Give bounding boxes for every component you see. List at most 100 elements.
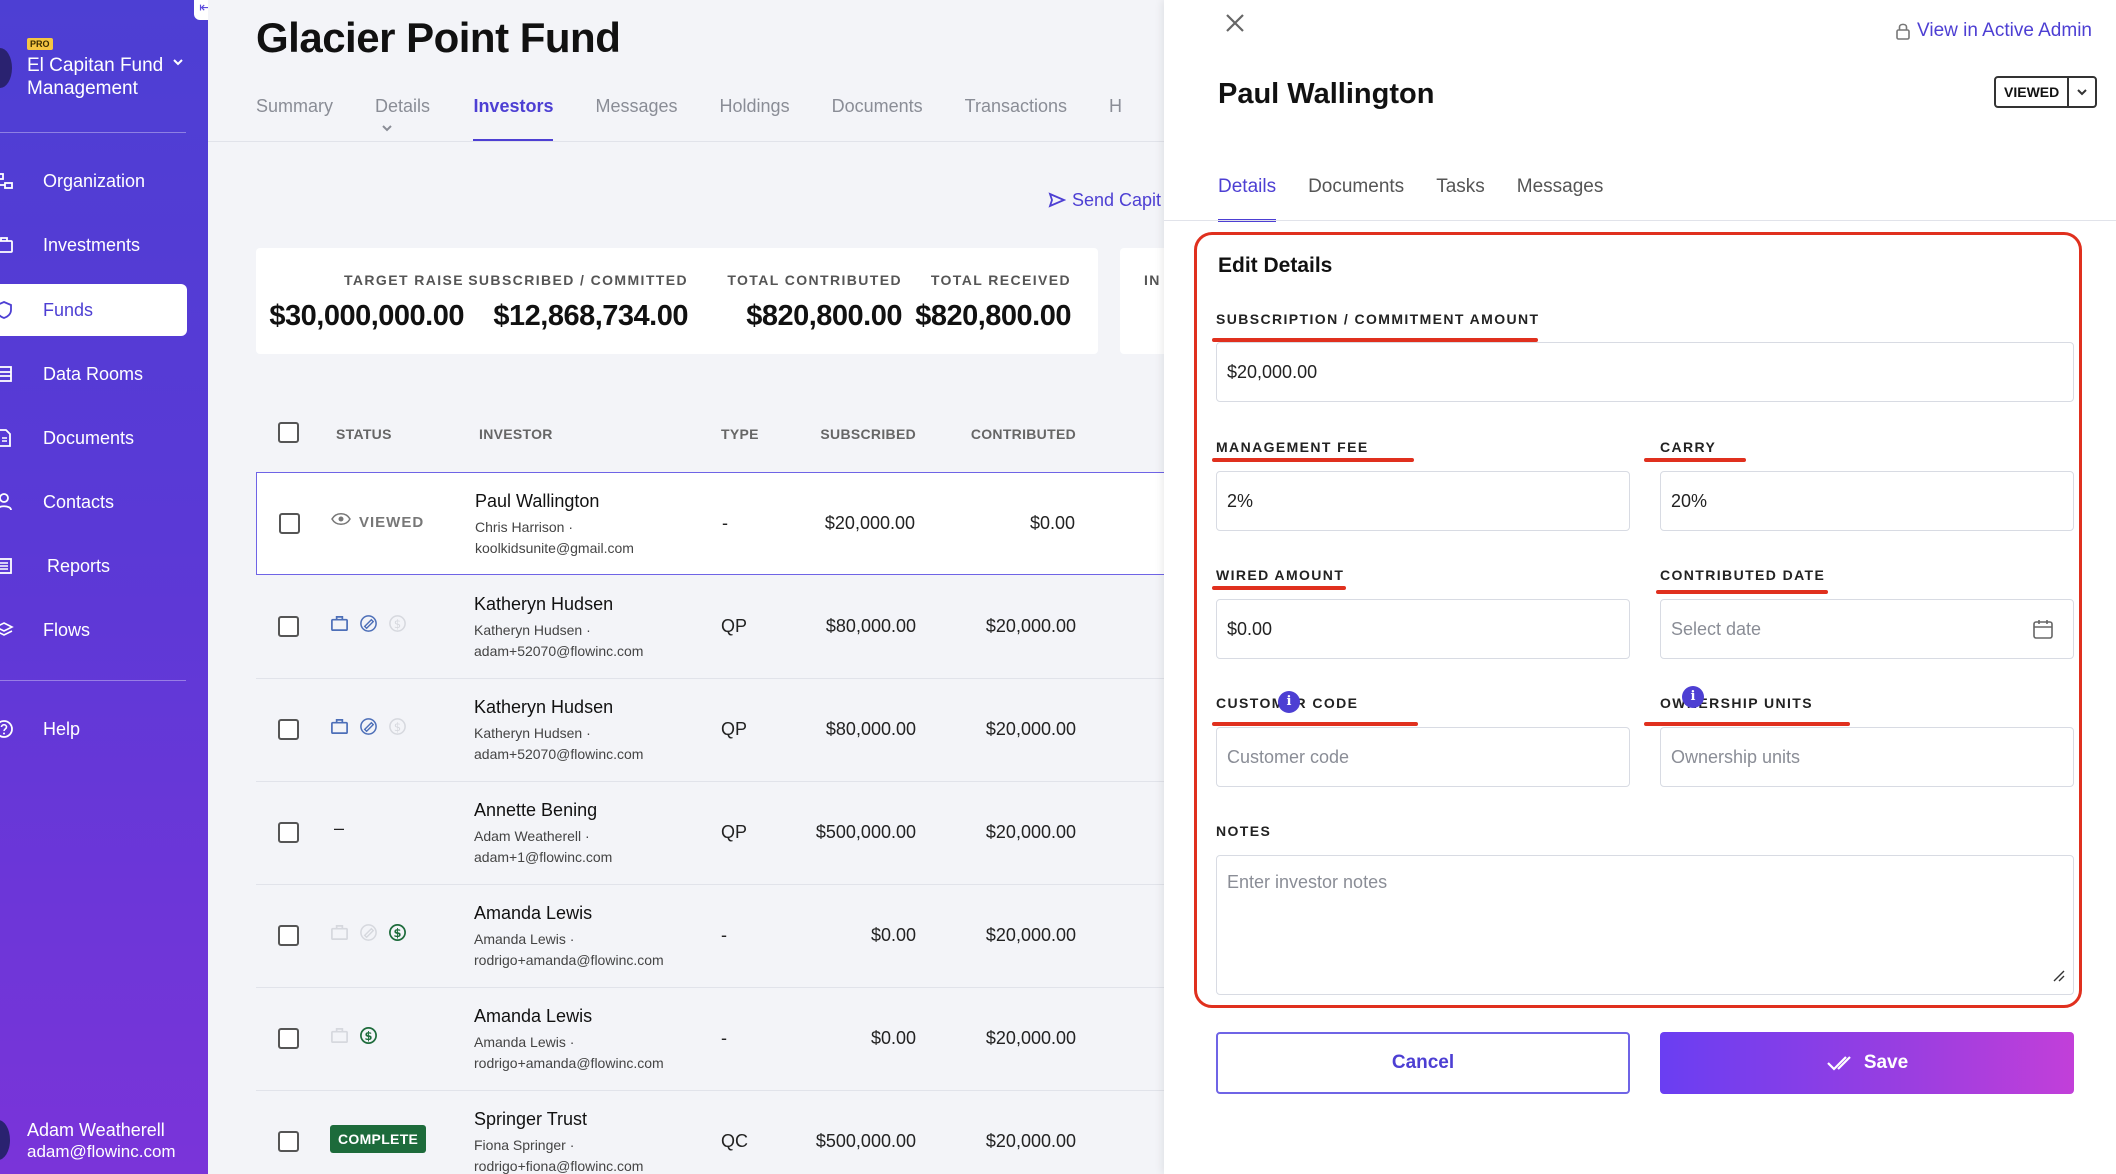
signature-icon — [360, 924, 377, 941]
cancel-button[interactable]: Cancel — [1216, 1032, 1630, 1094]
lock-icon — [1896, 23, 1910, 40]
sidebar-item-data-rooms[interactable]: Data Rooms — [0, 348, 187, 400]
send-capital-call-link[interactable]: Send Capit — [1048, 190, 1161, 211]
table-row[interactable]: COMPLETE Springer Trust Fiona Springer ·… — [256, 1091, 1164, 1174]
row-checkbox[interactable] — [278, 822, 299, 843]
sidebar-item-label: Funds — [43, 299, 94, 320]
org-switcher[interactable]: PRO El Capitan Fund Management — [0, 36, 196, 100]
info-icon[interactable]: i — [1278, 691, 1300, 713]
contact-email: rodrigo+fiona@flowinc.com — [474, 1158, 644, 1174]
investor-contact: Chris Harrison · koolkidsunite@gmail.com — [475, 517, 634, 559]
contact-email: rodrigo+amanda@flowinc.com — [474, 952, 664, 968]
tab-documents[interactable]: Documents — [831, 96, 923, 116]
close-icon[interactable] — [1220, 8, 1250, 38]
table-row[interactable]: $ Amanda Lewis Amanda Lewis · rodrigo+ama… — [256, 988, 1164, 1091]
table-row[interactable]: $ Amanda Lewis Amanda Lewis · rodrigo+ama… — [256, 885, 1164, 988]
fund-stats-card: TARGET RAISE $30,000,000.00 SUBSCRIBED /… — [256, 248, 1098, 354]
investor-name[interactable]: Amanda Lewis — [474, 1006, 593, 1026]
carry-input[interactable] — [1660, 471, 2074, 531]
investor-detail-panel: View in Active Admin Paul Wallington VIE… — [1164, 0, 2116, 1174]
customer-code-input[interactable] — [1216, 727, 1630, 787]
table-row[interactable]: VIEWED Paul Wallington Chris Harrison · k… — [256, 472, 1164, 575]
contributed-amount: $20,000.00 — [985, 1131, 1076, 1151]
label-underline — [1212, 458, 1414, 462]
stat-value: $820,800.00 — [915, 300, 1071, 332]
contact-name: Adam Weatherell · — [474, 828, 590, 844]
calendar-icon[interactable] — [2032, 618, 2054, 640]
tab-messages[interactable]: Messages — [595, 96, 678, 116]
sidebar-item-investments[interactable]: Investments — [0, 219, 187, 271]
investor-name[interactable]: Springer Trust — [474, 1109, 588, 1129]
tab-holdings[interactable]: Holdings — [719, 96, 790, 116]
table-row[interactable]: – Annette Bening Adam Weatherell · adam+1… — [256, 782, 1164, 885]
investor-name[interactable]: Katheryn Hudsen — [474, 594, 614, 614]
investor-name[interactable]: Amanda Lewis — [474, 903, 593, 923]
tab-summary[interactable]: Summary — [256, 96, 334, 116]
fund-main: Glacier Point Fund Summary Details Inves… — [208, 0, 1164, 1174]
investor-contact: Adam Weatherell · adam+1@flowinc.com — [474, 826, 612, 868]
sidebar-item-organization[interactable]: Organization — [0, 155, 187, 207]
contributed-date-picker[interactable] — [1660, 599, 2074, 659]
table-row[interactable]: $ Katheryn Hudsen Katheryn Hudsen · adam+… — [256, 679, 1164, 782]
stat-target-raise: TARGET RAISE $30,000,000.00 — [269, 272, 464, 333]
investor-contact: Fiona Springer · rodrigo+fiona@flowinc.co… — [474, 1135, 643, 1174]
investor-type: QC — [721, 1131, 748, 1151]
stat-value: $30,000,000.00 — [269, 300, 464, 332]
contact-email: adam+1@flowinc.com — [474, 849, 613, 865]
row-checkbox[interactable] — [279, 513, 300, 534]
tab-details[interactable]: Details — [1218, 176, 1277, 222]
select-all-checkbox[interactable] — [278, 422, 299, 443]
tab-investors[interactable]: Investors — [473, 96, 554, 142]
view-in-active-admin-link[interactable]: View in Active Admin — [1895, 20, 2092, 42]
info-icon[interactable]: i — [1682, 686, 1704, 708]
investor-type: QP — [721, 822, 748, 842]
tab-more[interactable]: H — [1109, 96, 1122, 116]
notes-textarea[interactable] — [1216, 855, 2074, 995]
investor-contact: Katheryn Hudsen · adam+52070@flowinc.com — [474, 620, 643, 662]
management-fee-input[interactable] — [1216, 471, 1630, 531]
save-button[interactable]: Save — [1660, 1032, 2074, 1094]
investor-name[interactable]: Paul Wallington — [475, 491, 600, 511]
investor-name[interactable]: Annette Bening — [474, 800, 598, 820]
management-fee-label: MANAGEMENT FEE — [1216, 439, 1369, 455]
status-dropdown[interactable]: VIEWED — [1994, 76, 2098, 108]
tab-transactions[interactable]: Transactions — [964, 96, 1067, 116]
sidebar-item-help[interactable]: Help — [0, 703, 187, 755]
contact-email: adam+52070@flowinc.com — [474, 643, 644, 659]
admin-link-label: View in Active Admin — [1917, 20, 2092, 41]
tab-documents[interactable]: Documents — [1308, 176, 1405, 197]
resize-grip-icon[interactable] — [2050, 967, 2066, 983]
row-checkbox[interactable] — [278, 719, 299, 740]
sidebar-item-documents[interactable]: Documents — [0, 412, 187, 464]
col-type[interactable]: TYPE — [721, 426, 759, 442]
tabs-divider — [208, 141, 1164, 142]
investor-name[interactable]: Katheryn Hudsen — [474, 697, 614, 717]
user-profile[interactable]: Adam Weatherell adam@flowinc.com — [0, 1116, 200, 1166]
sidebar-item-funds[interactable]: Funds — [0, 284, 187, 336]
send-link-label: Send Capit — [1072, 190, 1162, 210]
sidebar-item-flows[interactable]: Flows — [0, 604, 187, 656]
subscription-amount-input[interactable] — [1216, 342, 2074, 402]
row-checkbox[interactable] — [278, 616, 299, 637]
subscribed-amount: $80,000.00 — [825, 616, 916, 636]
ownership-units-input[interactable] — [1660, 727, 2074, 787]
status-icons: $ — [330, 923, 407, 942]
chevron-down-icon[interactable] — [2069, 78, 2095, 106]
row-checkbox[interactable] — [278, 1028, 299, 1049]
col-status[interactable]: STATUS — [336, 426, 392, 442]
sidebar-item-reports[interactable]: Reports — [0, 540, 187, 592]
table-row[interactable]: $ Katheryn Hudsen Katheryn Hudsen · adam+… — [256, 576, 1164, 679]
row-checkbox[interactable] — [278, 925, 299, 946]
user-email: adam@flowinc.com — [27, 1142, 176, 1161]
tab-messages[interactable]: Messages — [1516, 176, 1604, 197]
col-subscribed[interactable]: SUBSCRIBED — [820, 426, 916, 442]
col-contributed[interactable]: CONTRIBUTED — [970, 426, 1076, 442]
wired-amount-input[interactable] — [1216, 599, 1630, 659]
send-icon — [1048, 192, 1067, 208]
investor-contact: Amanda Lewis · rodrigo+amanda@flowinc.com — [474, 1032, 664, 1074]
col-investor[interactable]: INVESTOR — [479, 426, 553, 442]
row-checkbox[interactable] — [278, 1131, 299, 1152]
sidebar-item-contacts[interactable]: Contacts — [0, 476, 187, 528]
tab-tasks[interactable]: Tasks — [1436, 176, 1485, 197]
tab-details[interactable]: Details — [375, 96, 431, 142]
